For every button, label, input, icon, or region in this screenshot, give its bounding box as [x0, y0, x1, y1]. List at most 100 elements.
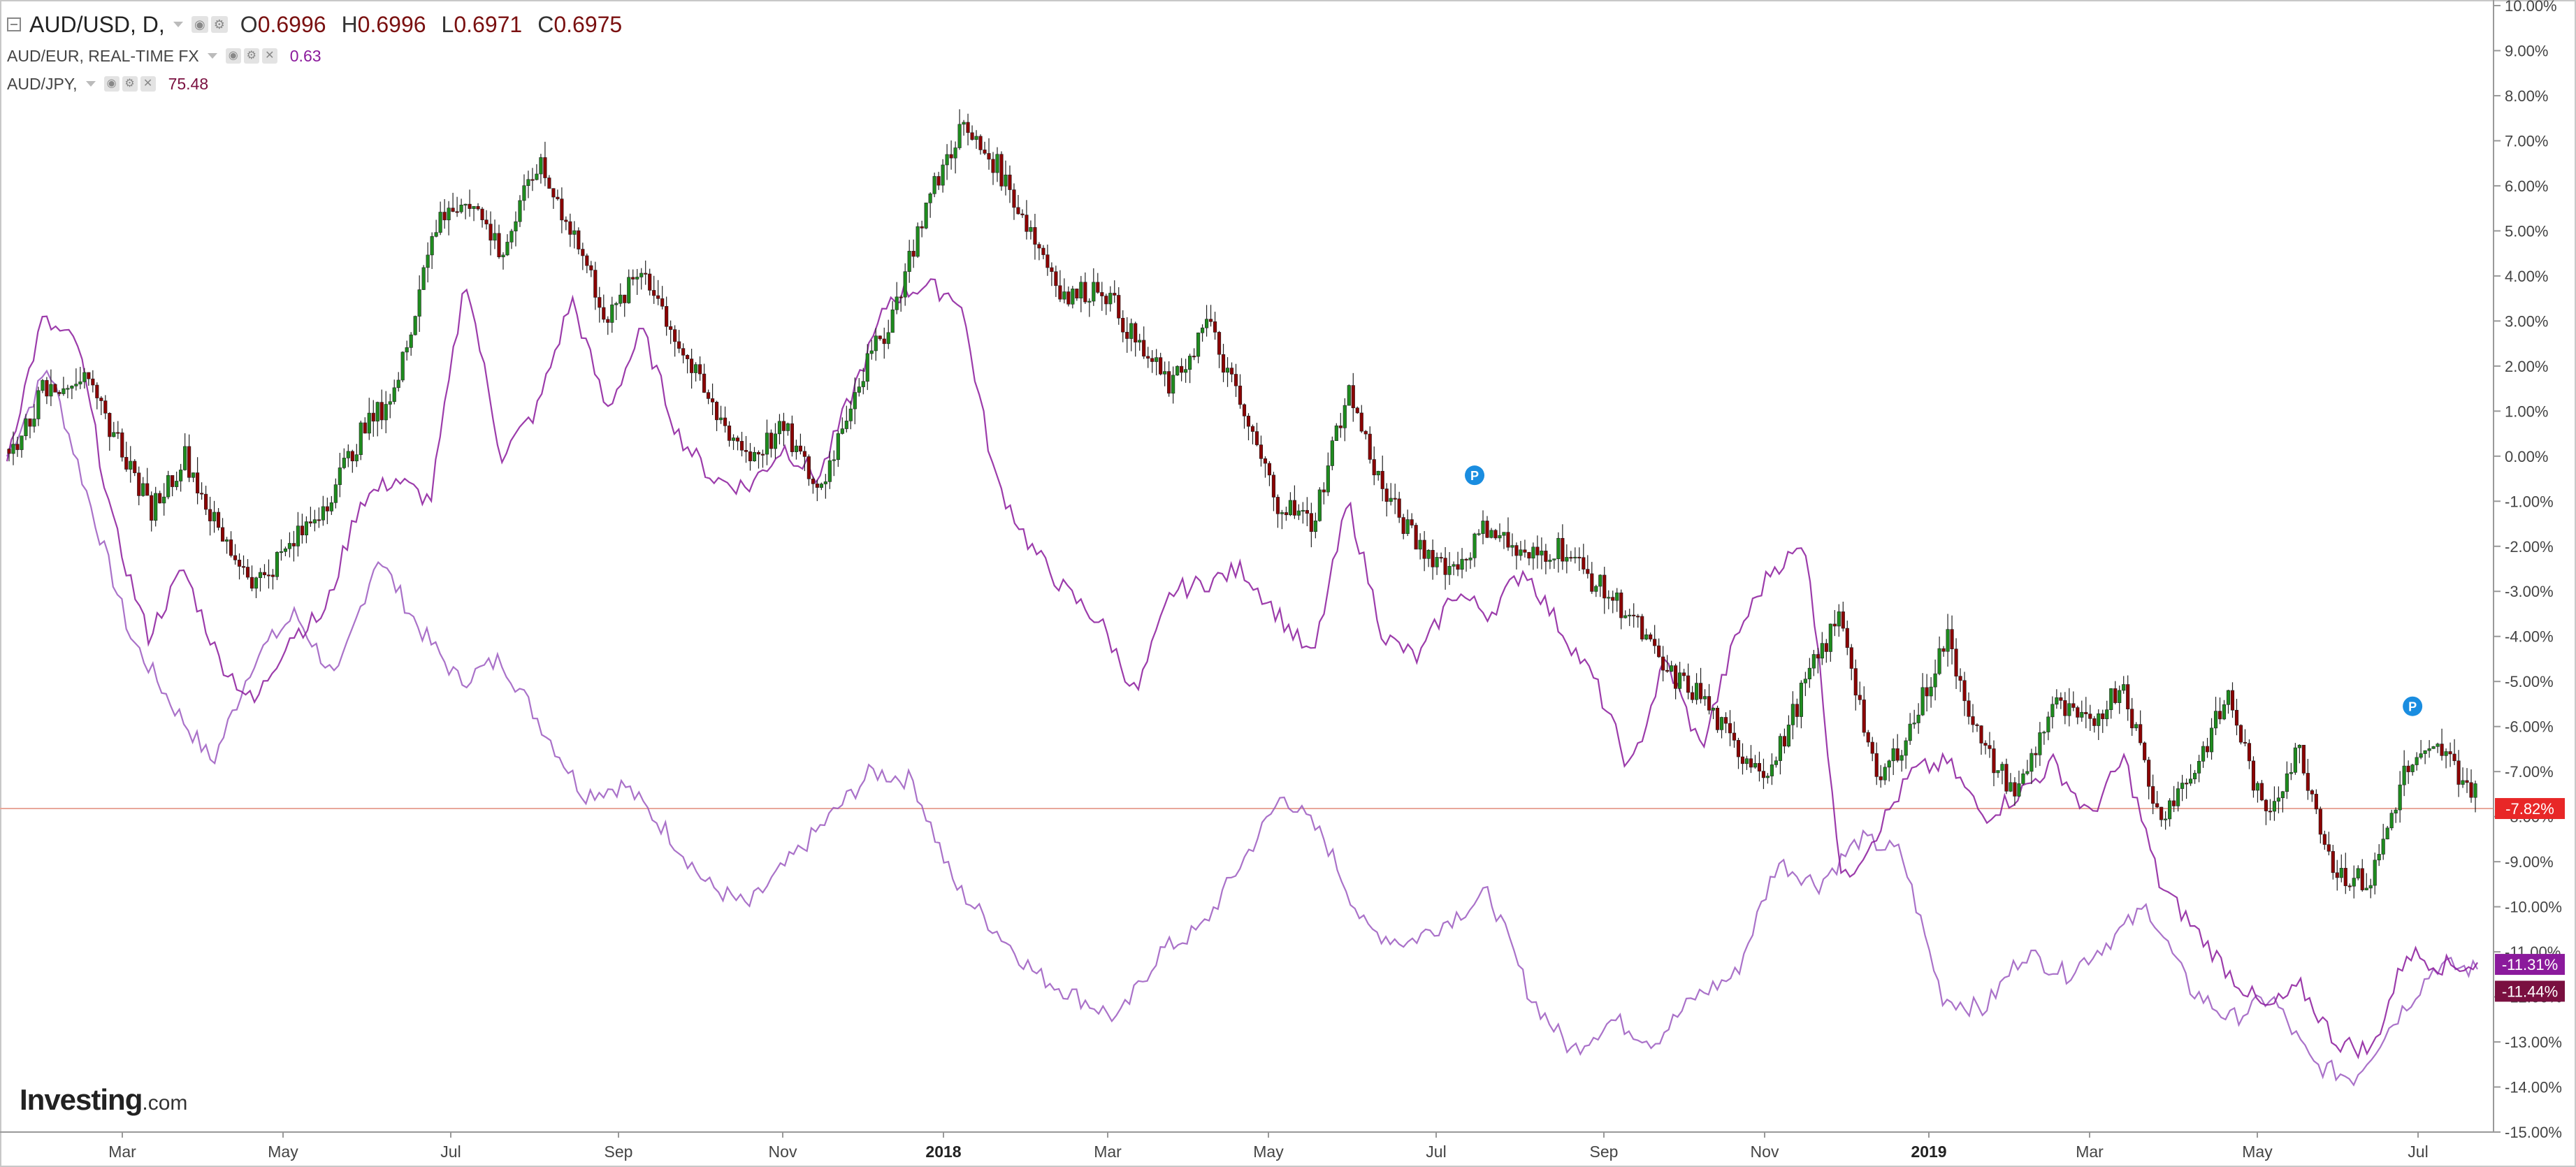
candle-body	[396, 379, 400, 389]
y-tick-label: 9.00%	[2505, 42, 2548, 59]
candle-body	[2092, 718, 2097, 726]
candle-body	[2373, 860, 2377, 886]
candle-body	[1615, 592, 1619, 601]
candle-body	[1208, 319, 1213, 322]
candle-body	[953, 147, 957, 159]
candle-body	[577, 230, 581, 249]
main-symbol-label[interactable]: AUD/USD, D,	[29, 11, 165, 37]
candle-body	[1075, 289, 1079, 298]
candle-body	[1259, 444, 1264, 459]
series-line-aud-eur	[6, 278, 2478, 1059]
candle-body	[409, 334, 413, 348]
last-value-badge	[2495, 954, 2565, 976]
close-icon[interactable]: ✕	[140, 76, 156, 92]
candle-body	[1519, 549, 1523, 556]
candle-body	[224, 539, 229, 542]
candle-body	[2415, 757, 2419, 765]
candle-body	[57, 391, 61, 394]
event-marker-1[interactable]	[1465, 465, 1485, 486]
candle-body	[2456, 760, 2461, 785]
candle-body	[2105, 709, 2109, 720]
candle-body	[853, 392, 857, 409]
candle-body	[1263, 458, 1268, 464]
candle-body	[2168, 800, 2172, 820]
candle-body	[103, 400, 108, 414]
x-tick-label: Jul	[1426, 1143, 1446, 1161]
candle-body	[283, 548, 288, 552]
candle-body	[1431, 550, 1435, 567]
event-marker-2[interactable]	[2403, 696, 2423, 716]
eye-icon[interactable]: ◉	[191, 16, 208, 33]
candle-body	[765, 433, 769, 455]
candle-body	[1698, 683, 1703, 700]
candle-body	[333, 484, 338, 503]
candle-body	[1280, 512, 1284, 514]
logo-brand: Investing	[20, 1083, 143, 1116]
close-icon[interactable]: ✕	[261, 48, 277, 64]
candle-body	[924, 203, 928, 229]
chevron-down-icon[interactable]	[85, 81, 96, 87]
candle-body	[2071, 703, 2076, 708]
candle-body	[1054, 271, 1058, 287]
candle-body	[1238, 385, 1243, 405]
series2-symbol-label[interactable]: AUD/EUR, REAL-TIME FX	[7, 46, 199, 65]
x-tick-label: Jul	[440, 1143, 461, 1161]
candle-body	[916, 226, 920, 257]
collapse-legend-button[interactable]	[7, 17, 21, 31]
chevron-down-icon[interactable]	[207, 53, 217, 59]
candle-body	[216, 512, 221, 528]
legend-row-aud-usd[interactable]: AUD/USD, D, ◉ ⚙ O0.6996 H0.6996 L0.6971 …	[7, 7, 622, 42]
candle-body	[493, 233, 497, 241]
gear-icon[interactable]: ⚙	[243, 48, 259, 64]
candle-body	[1087, 300, 1092, 303]
candle-body	[2339, 868, 2343, 878]
candle-body	[175, 481, 179, 487]
candle-body	[1778, 736, 1782, 761]
x-axis[interactable]: Mar May Jul Sep Nov 2018 Mar May Jul Sep Nov 2019 Ma…	[0, 1131, 2494, 1161]
candle-body	[1661, 656, 1665, 671]
candle-body	[639, 273, 644, 277]
chevron-down-icon[interactable]	[173, 22, 183, 27]
candle-body	[1343, 405, 1347, 428]
candle-body	[2205, 746, 2210, 753]
x-tick-label: May	[2242, 1143, 2273, 1161]
gear-icon[interactable]: ⚙	[122, 76, 138, 92]
legend-row-aud-eur[interactable]: AUD/EUR, REAL-TIME FX ◉ ⚙ ✕ 0.63	[7, 42, 622, 70]
candle-body	[233, 555, 238, 560]
candle-body	[1439, 557, 1443, 559]
candle-body	[1644, 634, 1649, 640]
candle-body	[1108, 293, 1113, 305]
candle-body	[28, 418, 32, 427]
candle-body	[1732, 732, 1737, 741]
candle-body	[1058, 285, 1062, 300]
candle-body	[589, 265, 593, 270]
candle-body	[2423, 750, 2427, 754]
eye-icon[interactable]: ◉	[225, 48, 241, 64]
candle-body	[1359, 412, 1363, 432]
candle-body	[308, 521, 312, 523]
candle-body	[158, 493, 162, 504]
candle-body	[2034, 753, 2038, 755]
candle-body	[1586, 569, 1590, 574]
candle-body	[2025, 771, 2029, 774]
candle-body	[1426, 550, 1431, 559]
candle-body	[1691, 692, 1695, 700]
candle-body	[2155, 803, 2159, 808]
y-tick-label: -5.00%	[2505, 673, 2554, 690]
eye-icon[interactable]: ◉	[103, 76, 120, 92]
y-tick-label: 0.00%	[2505, 448, 2548, 465]
series3-symbol-label[interactable]: AUD/JPY,	[7, 74, 78, 93]
candle-body	[1246, 416, 1251, 427]
x-tick-label: May	[1253, 1143, 1284, 1161]
candle-body	[2139, 724, 2143, 744]
candle-body	[379, 402, 384, 421]
candle-body	[1895, 748, 1900, 761]
candle-body	[1925, 687, 1929, 697]
candle-body	[999, 154, 1004, 187]
candle-body	[212, 512, 217, 521]
gear-icon[interactable]: ⚙	[210, 16, 228, 33]
legend-row-aud-jpy[interactable]: AUD/JPY, ◉ ⚙ ✕ 75.48	[7, 70, 622, 98]
candle-body	[1384, 488, 1389, 502]
